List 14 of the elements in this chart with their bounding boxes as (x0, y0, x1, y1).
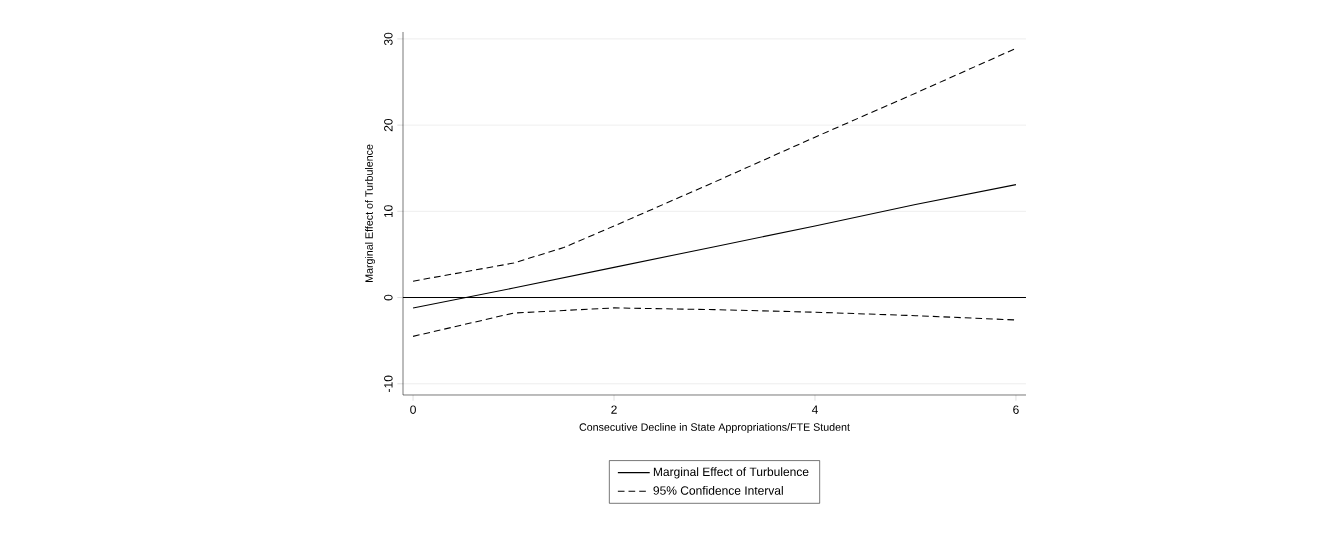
y-tick-label: -10 (384, 375, 393, 392)
x-tick-label: 6 (1013, 405, 1019, 414)
x-tick-label: 2 (611, 405, 617, 414)
y-tick-label: 20 (384, 118, 393, 132)
line-series (412, 47, 1017, 282)
x-tick-label: 4 (811, 405, 818, 414)
x-tick-label: 0 (410, 405, 416, 414)
legend-label: Marginal Effect of Turbulence (653, 467, 809, 479)
y-tick-label: 30 (384, 32, 393, 46)
legend-label: 95% Confidence Interval (653, 485, 783, 495)
y-axis-title: Marginal Effect of Turbulence (365, 144, 375, 282)
y-tick-label: 10 (384, 205, 393, 218)
y-tick-label: 0 (384, 294, 393, 301)
x-axis-title: Consecutive Decline in State Appropriations/FTE Student (579, 423, 850, 433)
